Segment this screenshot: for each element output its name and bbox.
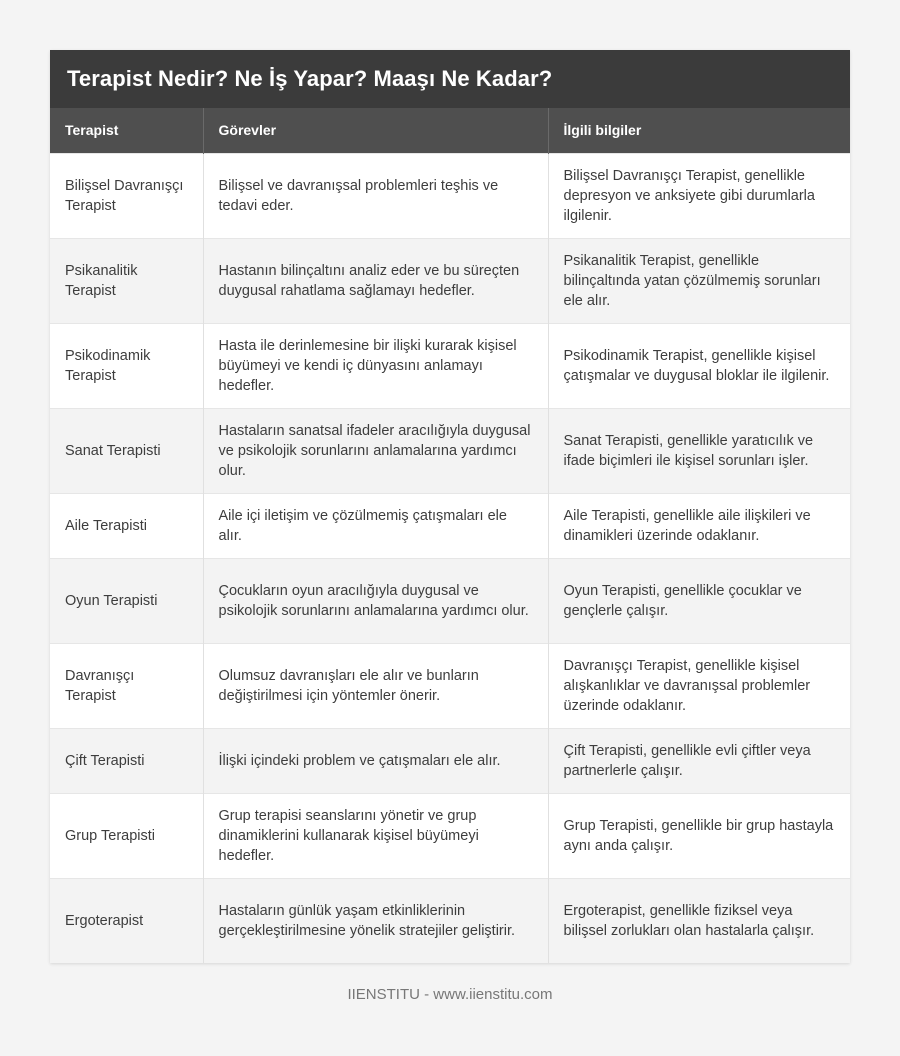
table-row: Oyun Terapisti Çocukların oyun aracılığı… — [50, 557, 850, 643]
cell-info: Psikanalitik Terapist, genellikle bilinç… — [547, 237, 850, 323]
table-row: Çift Terapisti İlişki içindeki problem v… — [50, 727, 850, 793]
cell-therapist: Sanat Terapisti — [50, 407, 203, 493]
table-row: Ergoterapist Hastaların günlük yaşam etk… — [50, 877, 850, 963]
therapist-table-card: Terapist Nedir? Ne İş Yapar? Maaşı Ne Ka… — [50, 50, 850, 963]
cell-duties: Hastaların sanatsal ifadeler aracılığıyl… — [202, 407, 548, 493]
cell-info: Ergoterapist, genellikle fiziksel veya b… — [547, 877, 850, 963]
table-header: Terapist Görevler İlgili bilgiler — [50, 108, 850, 153]
cell-duties: Hastaların günlük yaşam etkinliklerinin … — [202, 877, 548, 963]
cell-info: Çift Terapisti, genellikle evli çiftler … — [547, 727, 850, 793]
cell-info: Sanat Terapisti, genellikle yaratıcılık … — [547, 407, 850, 493]
column-header-info: İlgili bilgiler — [547, 108, 850, 153]
cell-duties: Aile içi iletişim ve çözülmemiş çatışmal… — [202, 492, 548, 558]
cell-info: Bilişsel Davranışçı Terapist, genellikle… — [547, 152, 850, 238]
cell-therapist: Davranışçı Terapist — [50, 642, 203, 728]
column-header-duties: Görevler — [202, 108, 548, 153]
table-body: Bilişsel Davranışçı Terapist Bilişsel ve… — [50, 152, 850, 963]
cell-therapist: Psikodinamik Terapist — [50, 322, 203, 408]
cell-therapist: Grup Terapisti — [50, 792, 203, 878]
table-row: Psikodinamik Terapist Hasta ile derinlem… — [50, 322, 850, 408]
cell-therapist: Bilişsel Davranışçı Terapist — [50, 152, 203, 238]
table-row: Davranışçı Terapist Olumsuz davranışları… — [50, 642, 850, 728]
table-row: Psikanalitik Terapist Hastanın bilinçalt… — [50, 237, 850, 323]
cell-therapist: Çift Terapisti — [50, 727, 203, 793]
cell-duties: Olumsuz davranışları ele alır ve bunları… — [202, 642, 548, 728]
cell-info: Grup Terapisti, genellikle bir grup hast… — [547, 792, 850, 878]
cell-info: Davranışçı Terapist, genellikle kişisel … — [547, 642, 850, 728]
header-row: Terapist Görevler İlgili bilgiler — [50, 108, 850, 153]
page-title: Terapist Nedir? Ne İş Yapar? Maaşı Ne Ka… — [67, 66, 553, 91]
cell-info: Oyun Terapisti, genellikle çocuklar ve g… — [547, 557, 850, 643]
cell-duties: Grup terapisi seanslarını yönetir ve gru… — [202, 792, 548, 878]
table-row: Grup Terapisti Grup terapisi seanslarını… — [50, 792, 850, 878]
cell-duties: Hasta ile derinlemesine bir ilişki kurar… — [202, 322, 548, 408]
table-row: Sanat Terapisti Hastaların sanatsal ifad… — [50, 407, 850, 493]
table-row: Bilişsel Davranışçı Terapist Bilişsel ve… — [50, 152, 850, 238]
cell-duties: Hastanın bilinçaltını analiz eder ve bu … — [202, 237, 548, 323]
cell-duties: Bilişsel ve davranışsal problemleri teşh… — [202, 152, 548, 238]
cell-therapist: Oyun Terapisti — [50, 557, 203, 643]
footer-credit: IIENSTITU - www.iienstitu.com — [347, 986, 553, 1003]
cell-therapist: Ergoterapist — [50, 877, 203, 963]
cell-duties: İlişki içindeki problem ve çatışmaları e… — [202, 727, 548, 793]
cell-duties: Çocukların oyun aracılığıyla duygusal ve… — [202, 557, 548, 643]
cell-info: Aile Terapisti, genellikle aile ilişkile… — [547, 492, 850, 558]
cell-therapist: Psikanalitik Terapist — [50, 237, 203, 323]
table-row: Aile Terapisti Aile içi iletişim ve çözü… — [50, 492, 850, 558]
cell-info: Psikodinamik Terapist, genellikle kişise… — [547, 322, 850, 408]
cell-therapist: Aile Terapisti — [50, 492, 203, 558]
column-header-therapist: Terapist — [65, 122, 119, 139]
therapist-table: Terapist Görevler İlgili bilgiler Bilişs… — [50, 108, 850, 963]
table-title-bar: Terapist Nedir? Ne İş Yapar? Maaşı Ne Ka… — [50, 50, 850, 108]
